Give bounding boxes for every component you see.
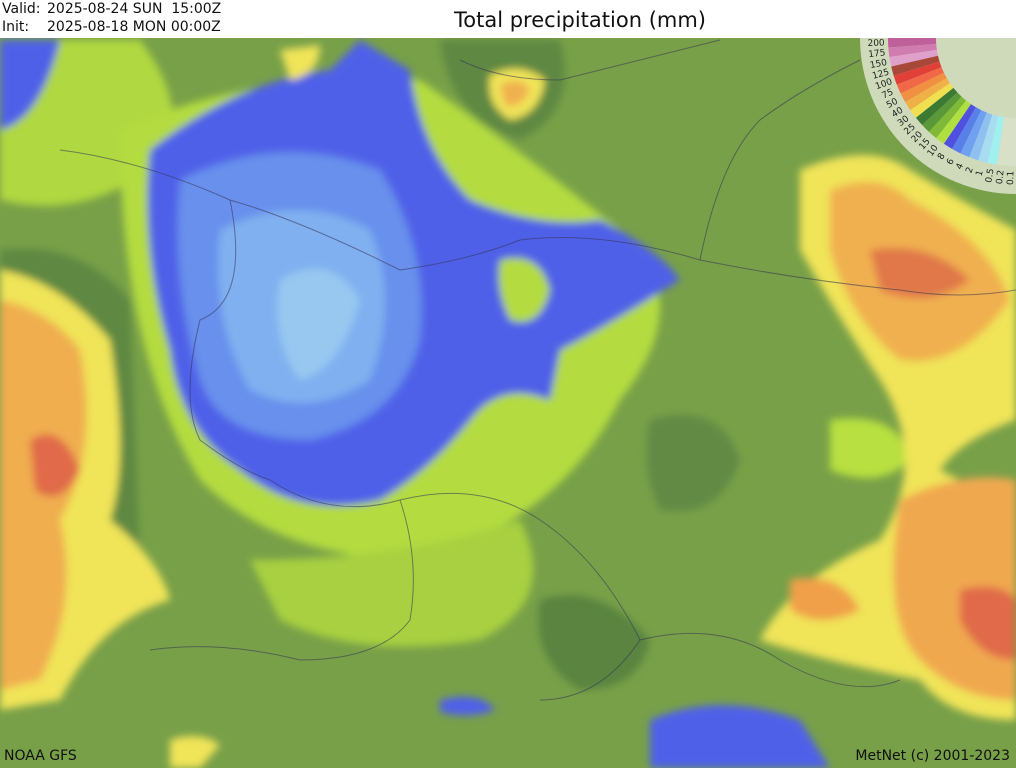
legend-swatch	[1006, 117, 1016, 166]
legend-swatch	[888, 38, 937, 48]
legend-swatch	[943, 104, 976, 149]
legend-swatch	[936, 100, 971, 144]
copyright: MetNet (c) 2001-2023	[855, 748, 1010, 764]
legend-swatch	[888, 43, 937, 58]
legend-label: 0.2	[995, 169, 1007, 184]
legend-label: 200	[867, 38, 885, 49]
legend-label: 6	[945, 157, 957, 167]
legend-swatch	[915, 87, 958, 126]
legend-label: 50	[885, 97, 900, 111]
legend-wheel: 2001751501251007550403025201510864210.50…	[860, 38, 1016, 194]
valid-label: Valid:	[2, 1, 41, 17]
legend-swatch	[987, 115, 1005, 165]
legend-swatch	[891, 55, 940, 76]
legend-swatch	[910, 83, 954, 118]
init-time: Init: 2025-08-18 MON 00:00Z	[2, 19, 221, 35]
legend-label: 0.5	[984, 168, 996, 184]
precipitation-map: 2001751501251007550403025201510864210.50…	[0, 38, 1016, 768]
legend-swatch	[996, 117, 1011, 166]
legend-swatch	[905, 78, 950, 111]
precip-fields	[0, 40, 1016, 768]
legend-swatch	[889, 49, 939, 67]
valid-value: 2025-08-24 SUN 15:00Z	[47, 1, 222, 17]
legend-swatch	[922, 92, 962, 132]
legend-swatch	[952, 107, 982, 154]
map-title: Total precipitation (mm)	[454, 8, 706, 32]
legend-label: 4	[955, 162, 967, 171]
legend-swatch	[893, 61, 942, 85]
legend-swatch	[978, 114, 999, 163]
init-label: Init:	[2, 19, 30, 35]
legend-swatch	[896, 67, 944, 94]
legend-swatch	[900, 72, 947, 102]
legend-label: 75	[881, 88, 895, 102]
data-source: NOAA GFS	[4, 748, 77, 764]
legend-label: 8	[936, 151, 948, 161]
legend-swatch	[928, 96, 967, 139]
legend-label: 0.1	[1006, 171, 1016, 186]
legend-swatch	[960, 110, 987, 158]
legend-label: 175	[868, 48, 886, 60]
valid-time: Valid: 2025-08-24 SUN 15:00Z	[2, 1, 221, 17]
borders	[59, 39, 1016, 701]
legend-label: 2	[965, 166, 976, 175]
legend-swatch	[969, 112, 993, 161]
legend-label: 150	[869, 58, 888, 71]
legend-label: 1	[975, 169, 986, 177]
header: Valid: 2025-08-24 SUN 15:00Z Init: 2025-08…	[0, 0, 1016, 38]
init-value: 2025-08-18 MON 00:00Z	[47, 19, 221, 35]
legend-label: 125	[871, 68, 890, 82]
